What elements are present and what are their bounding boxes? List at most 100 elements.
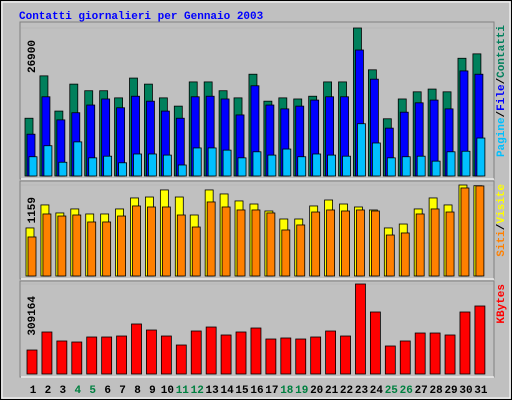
x-tick-label: 5	[89, 385, 96, 397]
x-tick-label: 26	[400, 385, 413, 397]
bar	[252, 151, 262, 177]
x-tick-label: 25	[385, 385, 399, 397]
x-tick-label: 20	[310, 385, 323, 397]
x-tick-label: 6	[104, 385, 111, 397]
legend: Siti/Visite	[496, 184, 508, 257]
bar	[297, 156, 307, 177]
bar	[160, 335, 172, 375]
bar	[431, 160, 441, 177]
x-tick-label: 28	[430, 385, 444, 397]
bar	[282, 148, 292, 177]
bar	[475, 185, 485, 277]
bar	[369, 311, 381, 375]
bar	[384, 345, 396, 375]
bar	[102, 221, 112, 277]
bar	[161, 206, 171, 277]
bar	[357, 123, 366, 177]
bar	[326, 209, 336, 277]
bar	[385, 234, 395, 277]
bar	[356, 209, 365, 277]
bar	[148, 153, 157, 177]
bar	[26, 349, 38, 375]
bar	[266, 212, 276, 277]
bar	[415, 213, 425, 277]
x-tick-label: 16	[250, 385, 263, 397]
legend-separator: /	[496, 77, 508, 84]
bar	[251, 209, 261, 277]
bar	[117, 215, 126, 277]
bar	[207, 147, 217, 177]
chart-title: Contatti giornalieri per Gennaio 2003	[19, 11, 264, 23]
bar	[460, 187, 470, 277]
bar	[175, 344, 187, 375]
bar	[192, 147, 202, 177]
bar	[146, 329, 157, 375]
x-tick-label: 24	[370, 385, 384, 397]
legend-entry: File	[496, 84, 508, 111]
bar	[88, 157, 98, 177]
bar	[342, 155, 351, 177]
x-tick-label: 4	[74, 385, 81, 397]
bar	[280, 337, 292, 375]
x-tick-label: 11	[176, 385, 190, 397]
x-tick-label: 14	[220, 385, 234, 397]
legend: KBytes	[496, 284, 508, 324]
bar	[325, 330, 337, 375]
bar	[476, 137, 486, 177]
bar	[445, 211, 455, 277]
bar	[235, 331, 247, 375]
x-tick-label: 22	[340, 385, 353, 397]
bar	[461, 150, 471, 177]
bar	[399, 340, 411, 375]
x-tick-label: 21	[325, 385, 339, 397]
bar	[147, 206, 156, 277]
bar	[28, 156, 38, 177]
bar	[296, 224, 306, 277]
bar	[56, 340, 68, 375]
bar	[162, 154, 172, 177]
bar	[459, 311, 471, 375]
bar	[236, 209, 246, 277]
bar	[73, 141, 83, 177]
bar	[250, 327, 262, 375]
bar	[221, 206, 231, 277]
bar	[177, 164, 187, 177]
legend-entry: Pagine	[496, 117, 508, 157]
x-tick-label: 17	[265, 385, 278, 397]
x-tick-label: 13	[206, 385, 220, 397]
bar	[57, 215, 67, 277]
x-tick-label: 3	[60, 385, 67, 397]
x-tick-label: 12	[191, 385, 204, 397]
bar	[446, 151, 456, 177]
legend-separator: /	[496, 223, 508, 230]
bar	[116, 335, 127, 375]
x-tick-label: 9	[149, 385, 156, 397]
bar	[118, 162, 127, 177]
bar	[341, 210, 350, 277]
y-tick-label: 1159	[27, 197, 39, 223]
bar	[310, 336, 322, 375]
bar	[206, 201, 216, 277]
legend-entry: KBytes	[496, 284, 508, 324]
bar	[103, 155, 113, 177]
bar	[43, 145, 53, 177]
bar	[444, 334, 456, 375]
legend: Pagine/File/Contatti	[496, 25, 508, 157]
bar	[312, 153, 322, 177]
x-tick-label: 30	[459, 385, 472, 397]
bar	[327, 154, 337, 177]
bar	[267, 154, 277, 177]
bar	[133, 153, 142, 177]
x-tick-label: 15	[235, 385, 249, 397]
bar	[72, 214, 82, 277]
bar	[41, 331, 53, 375]
x-tick-label: 2	[45, 385, 52, 397]
x-tick-label: 8	[134, 385, 141, 397]
y-tick-label: 26900	[27, 40, 39, 73]
bar	[222, 149, 232, 177]
bar	[355, 283, 366, 375]
x-tick-label: 27	[415, 385, 428, 397]
bar	[131, 323, 142, 375]
bar	[265, 338, 277, 375]
